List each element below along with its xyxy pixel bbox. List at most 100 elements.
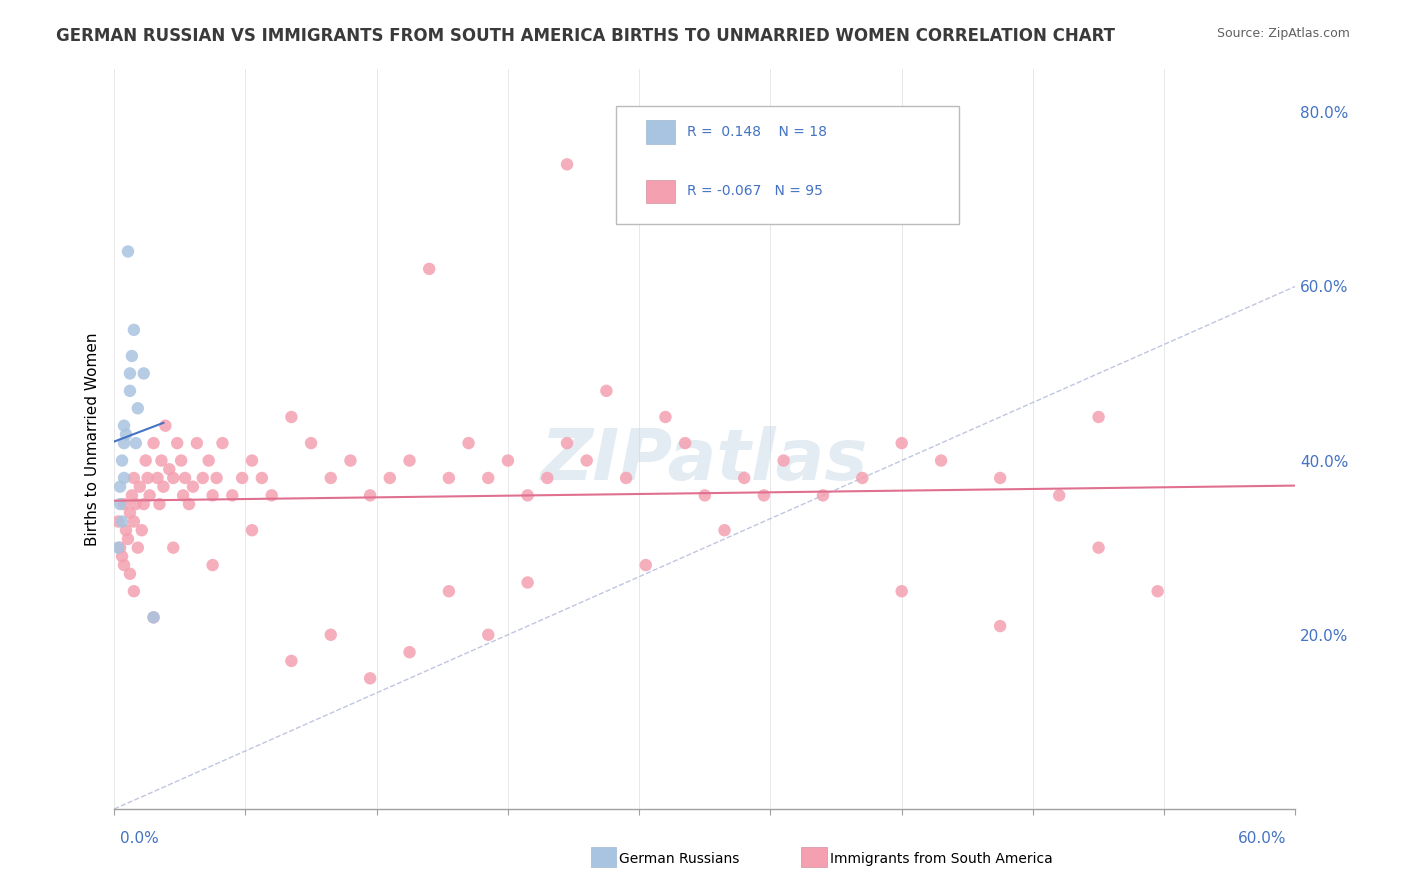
Text: R = -0.067   N = 95: R = -0.067 N = 95 [688, 185, 823, 198]
Point [772, 453, 794, 467]
Point [398, 645, 420, 659]
Point [107, 541, 129, 555]
Text: Immigrants from South America: Immigrants from South America [830, 852, 1052, 866]
Point [516, 575, 538, 590]
Point [339, 453, 361, 467]
FancyBboxPatch shape [616, 105, 959, 224]
Point [851, 471, 873, 485]
Point [477, 471, 499, 485]
Point [138, 488, 160, 502]
Point [1146, 584, 1168, 599]
Point [211, 436, 233, 450]
Text: 0.0%: 0.0% [120, 831, 159, 846]
Point [437, 584, 460, 599]
Point [117, 244, 139, 259]
Point [181, 480, 204, 494]
Point [162, 471, 184, 485]
Point [118, 367, 141, 381]
Point [398, 453, 420, 467]
Bar [645, 179, 675, 203]
Point [988, 471, 1011, 485]
Point [112, 558, 135, 572]
Point [536, 471, 558, 485]
Point [122, 471, 145, 485]
Point [112, 418, 135, 433]
Point [496, 453, 519, 467]
Point [148, 497, 170, 511]
Text: GERMAN RUSSIAN VS IMMIGRANTS FROM SOUTH AMERICA BIRTHS TO UNMARRIED WOMEN CORREL: GERMAN RUSSIAN VS IMMIGRANTS FROM SOUTH … [56, 27, 1115, 45]
Point [170, 453, 193, 467]
Point [121, 349, 143, 363]
Point [108, 541, 131, 555]
Point [174, 471, 197, 485]
Point [713, 523, 735, 537]
Point [118, 384, 141, 398]
Point [197, 453, 219, 467]
Point [929, 453, 952, 467]
Point [111, 549, 134, 564]
Point [128, 480, 150, 494]
Point [142, 610, 165, 624]
Point [112, 436, 135, 450]
Point [319, 471, 342, 485]
Point [127, 401, 149, 416]
Point [418, 261, 440, 276]
Point [240, 523, 263, 537]
Text: R =  0.148    N = 18: R = 0.148 N = 18 [688, 125, 827, 139]
Point [172, 488, 194, 502]
Text: German Russians: German Russians [619, 852, 740, 866]
Point [152, 480, 174, 494]
Point [121, 488, 143, 502]
Point [115, 427, 138, 442]
Point [359, 488, 381, 502]
Point [122, 584, 145, 599]
Point [125, 436, 148, 450]
Bar [645, 120, 675, 144]
Point [125, 497, 148, 511]
Point [132, 367, 155, 381]
Point [136, 471, 159, 485]
Point [107, 515, 129, 529]
Point [166, 436, 188, 450]
Point [201, 558, 224, 572]
Point [988, 619, 1011, 633]
Point [205, 471, 228, 485]
Point [1087, 409, 1109, 424]
Point [142, 436, 165, 450]
Point [231, 471, 253, 485]
Point [280, 654, 302, 668]
Point [654, 409, 676, 424]
Point [595, 384, 617, 398]
Point [122, 515, 145, 529]
Point [516, 488, 538, 502]
Point [260, 488, 283, 502]
Point [118, 506, 141, 520]
Point [108, 497, 131, 511]
Text: 60.0%: 60.0% [1239, 831, 1286, 846]
Point [437, 471, 460, 485]
Point [614, 471, 637, 485]
Text: Source: ZipAtlas.com: Source: ZipAtlas.com [1216, 27, 1350, 40]
Point [240, 453, 263, 467]
Point [142, 610, 165, 624]
Point [111, 453, 134, 467]
Point [555, 436, 578, 450]
Point [132, 497, 155, 511]
Point [118, 566, 141, 581]
Point [890, 436, 912, 450]
Text: ZIPatlas: ZIPatlas [541, 426, 869, 495]
Point [457, 436, 479, 450]
Point [157, 462, 180, 476]
Point [115, 523, 138, 537]
Point [186, 436, 208, 450]
Point [150, 453, 173, 467]
Point [673, 436, 696, 450]
Point [280, 409, 302, 424]
Point [359, 671, 381, 685]
Point [127, 541, 149, 555]
Point [162, 541, 184, 555]
Point [811, 488, 834, 502]
Point [122, 323, 145, 337]
Y-axis label: Births to Unmarried Women: Births to Unmarried Women [86, 332, 100, 546]
Point [135, 453, 157, 467]
